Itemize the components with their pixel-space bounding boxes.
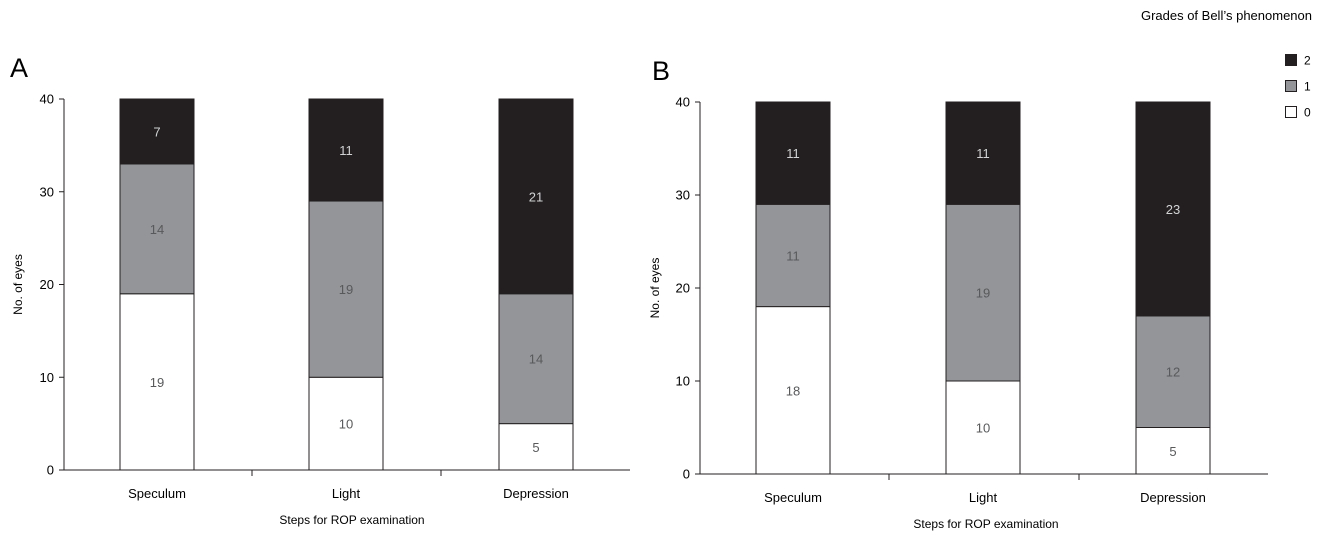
legend-label-0: 0 [1304, 106, 1311, 120]
data-label-depression-grade-2: 23 [1166, 202, 1180, 217]
data-label-speculum-grade-0: 19 [150, 375, 164, 390]
x-tick-label-depression: Depression [1140, 490, 1206, 505]
y-tick-label: 40 [40, 92, 54, 107]
panel-label: A [10, 53, 28, 83]
y-tick-label: 10 [676, 374, 690, 389]
legend-label-1: 1 [1304, 80, 1311, 94]
legend-swatch-0 [1286, 107, 1297, 118]
y-tick-label: 40 [676, 95, 690, 110]
y-tick-label: 30 [676, 188, 690, 203]
x-tick-label-light: Light [332, 486, 361, 501]
y-tick-label: 10 [40, 370, 54, 385]
panel-b: B 0 10 20 30 40 No. of eyes 18 11 11 Speculum 10 19 1… [648, 56, 1268, 531]
y-tick-label: 30 [40, 184, 54, 199]
y-tick-label: 20 [40, 277, 54, 292]
data-label-light-grade-2: 11 [976, 146, 990, 161]
y-tick-label: 0 [47, 463, 54, 478]
data-label-light-grade-0: 10 [976, 421, 990, 436]
data-label-speculum-grade-1: 11 [786, 248, 800, 263]
y-axis-title: No. of eyes [648, 258, 662, 319]
data-label-depression-grade-0: 5 [532, 440, 539, 455]
panel-label: B [652, 56, 670, 86]
legend-title: Grades of Bell’s phenomenon [1141, 8, 1312, 23]
x-axis-title: Steps for ROP examination [913, 517, 1058, 531]
x-tick-label-speculum: Speculum [764, 490, 822, 505]
legend-swatch-2 [1286, 55, 1297, 66]
x-axis-title: Steps for ROP examination [279, 513, 424, 527]
legend-label-2: 2 [1304, 54, 1311, 68]
data-label-speculum-grade-0: 18 [786, 383, 800, 398]
x-tick-label-light: Light [969, 490, 998, 505]
data-label-light-grade-0: 10 [339, 417, 353, 432]
data-label-depression-grade-0: 5 [1169, 444, 1176, 459]
data-label-light-grade-2: 11 [339, 143, 353, 158]
data-label-light-grade-1: 19 [339, 282, 353, 297]
x-tick-label-speculum: Speculum [128, 486, 186, 501]
data-label-speculum-grade-2: 7 [153, 124, 160, 139]
data-label-depression-grade-1: 14 [529, 352, 543, 367]
data-label-speculum-grade-2: 11 [786, 146, 800, 161]
legend-swatch-1 [1286, 81, 1297, 92]
x-tick-label-depression: Depression [503, 486, 569, 501]
panel-a: A 0 10 20 30 40 No. of eyes 19 14 7 Speculum 10 19 11… [10, 53, 630, 527]
data-label-light-grade-1: 19 [976, 286, 990, 301]
data-label-depression-grade-1: 12 [1166, 365, 1180, 380]
y-axis-title: No. of eyes [11, 254, 25, 315]
y-tick-label: 0 [683, 467, 690, 482]
y-tick-label: 20 [676, 281, 690, 296]
data-label-depression-grade-2: 21 [529, 189, 543, 204]
data-label-speculum-grade-1: 14 [150, 222, 164, 237]
